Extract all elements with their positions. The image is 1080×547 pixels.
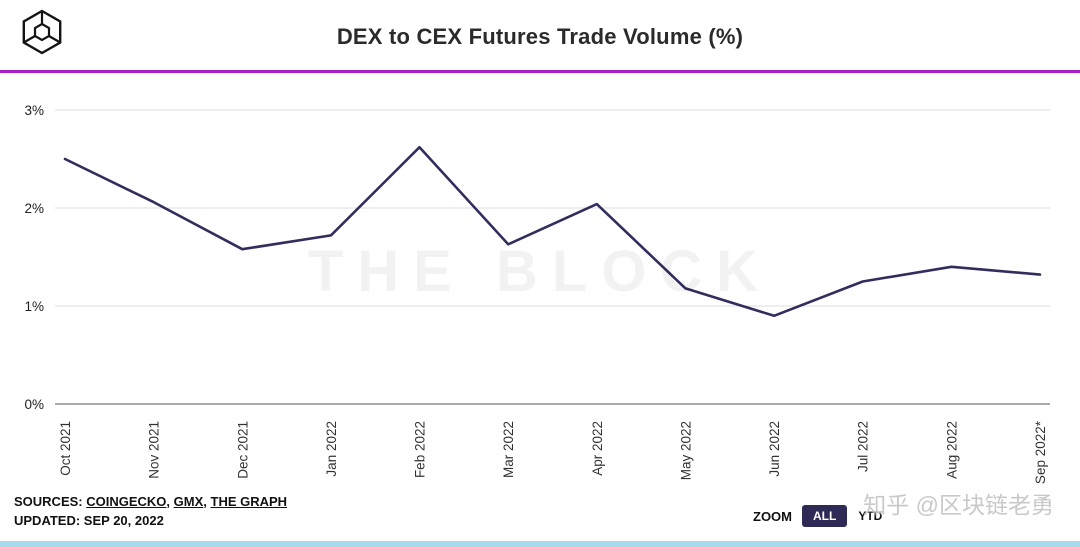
bottom-progress-bar [0, 541, 1080, 547]
line-chart: 0% 1% 2% 3% Oct 2021 Nov 2021 Dec 2021 Jan 2022… [24, 103, 1050, 484]
x-tick-label-may-2022: May 2022 [678, 421, 693, 480]
x-tick-label-dec-2021: Dec 2021 [235, 421, 250, 479]
source-link-gmx[interactable]: GMX [173, 494, 204, 509]
zoom-controls: ZOOM ALL YTD [753, 505, 893, 527]
source-link-coingecko[interactable]: COINGECKO [86, 494, 167, 509]
source-separator: , [166, 494, 174, 509]
source-separator: , [203, 494, 211, 509]
zoom-option-ytd[interactable]: YTD [858, 509, 883, 523]
sources-line: SOURCES: COINGECKO, GMX, THE GRAPH [14, 492, 287, 511]
y-tick-label: 3% [24, 103, 44, 118]
source-link-the-graph[interactable]: THE GRAPH [210, 494, 288, 509]
sources-block: SOURCES: COINGECKO, GMX, THE GRAPH UPDAT… [14, 492, 287, 530]
y-tick-label: 2% [24, 201, 44, 216]
sources-label: SOURCES: [14, 494, 87, 509]
header: DEX to CEX Futures Trade Volume (%) [0, 0, 1080, 70]
zoom-option-all[interactable]: ALL [802, 505, 848, 527]
x-tick-label-apr-2022: Apr 2022 [590, 421, 605, 476]
updated-line: UPDATED: SEP 20, 2022 [14, 513, 164, 528]
trade-volume-line-series [63, 145, 1042, 318]
zoom-label: ZOOM [753, 508, 792, 524]
footer: SOURCES: COINGECKO, GMX, THE GRAPH UPDAT… [0, 488, 1080, 541]
x-tick-label-mar-2022: Mar 2022 [501, 421, 516, 478]
x-tick-label-jun-2022: Jun 2022 [767, 421, 782, 477]
chart-area: THE BLOCK 0% 1% 2% 3% Oct 2021 Nov 2021 Dec 20… [0, 73, 1080, 493]
accent-divider [0, 70, 1080, 73]
y-tick-label: 1% [24, 299, 44, 314]
y-tick-label: 0% [24, 397, 44, 412]
x-tick-label-jul-2022: Jul 2022 [856, 421, 871, 472]
zoom-buttons: ALL YTD [802, 505, 893, 527]
chart-title: DEX to CEX Futures Trade Volume (%) [336, 24, 744, 49]
x-tick-label-nov-2021: Nov 2021 [147, 421, 162, 479]
x-tick-label-jan-2022: Jan 2022 [324, 421, 339, 477]
x-tick-label-aug-2022: Aug 2022 [944, 421, 959, 479]
x-tick-label-feb-2022: Feb 2022 [413, 421, 428, 478]
the-block-logo-icon [18, 8, 66, 56]
x-tick-label-oct-2021: Oct 2021 [58, 421, 73, 476]
x-tick-label-sep-2022-: Sep 2022* [1033, 420, 1048, 484]
